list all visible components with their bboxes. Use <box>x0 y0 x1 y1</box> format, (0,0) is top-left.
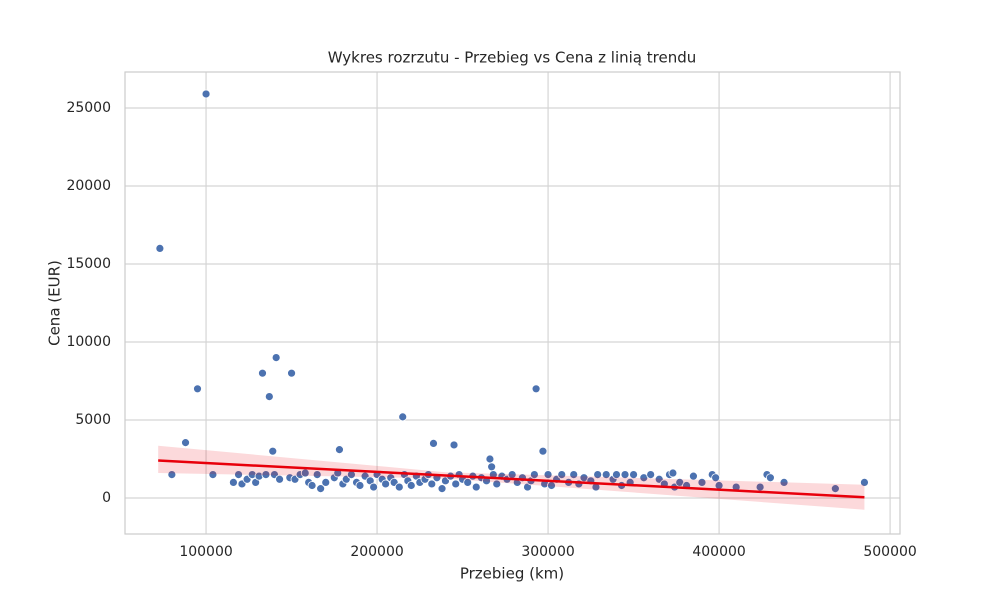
point <box>697 477 707 487</box>
trend-line <box>158 459 865 499</box>
point <box>229 477 238 487</box>
point <box>275 474 284 484</box>
y-tick-label: 15000 <box>66 256 111 272</box>
point <box>437 484 447 494</box>
point <box>427 479 437 489</box>
point <box>369 482 379 492</box>
point <box>208 470 218 479</box>
point <box>355 481 365 490</box>
point <box>167 470 177 479</box>
point <box>830 484 840 494</box>
point <box>258 368 267 378</box>
point <box>765 473 775 483</box>
y-tick-label: 5000 <box>75 412 111 428</box>
plot-frame <box>124 71 901 535</box>
point <box>449 440 459 450</box>
x-tick-label: 400000 <box>692 544 745 560</box>
point <box>451 479 461 489</box>
x-axis-label: Przebieg (km) <box>460 565 564 583</box>
point <box>593 470 603 479</box>
point <box>193 384 202 394</box>
y-tick-label: 10000 <box>66 334 111 350</box>
point <box>264 392 274 401</box>
point <box>155 244 165 253</box>
point <box>557 470 567 479</box>
point <box>629 470 638 479</box>
x-tick-label: 500000 <box>863 544 916 560</box>
point <box>312 470 322 479</box>
point <box>181 438 190 448</box>
point <box>485 454 495 464</box>
point <box>569 470 579 479</box>
point <box>381 479 391 489</box>
point <box>394 482 404 492</box>
point <box>234 470 243 479</box>
point <box>429 438 438 448</box>
point <box>531 384 541 394</box>
point <box>261 470 271 479</box>
point <box>779 477 789 487</box>
x-tick-label: 300000 <box>521 544 574 560</box>
point <box>529 470 539 479</box>
point <box>307 481 317 490</box>
point <box>492 479 502 489</box>
point <box>471 482 481 492</box>
point <box>201 89 211 99</box>
point <box>543 470 553 479</box>
x-tick-label: 200000 <box>350 544 403 560</box>
point <box>321 477 331 487</box>
point <box>463 477 473 487</box>
y-tick-label: 20000 <box>66 178 111 194</box>
point <box>335 445 344 455</box>
point <box>646 470 656 479</box>
point <box>711 473 721 483</box>
point <box>406 481 416 490</box>
point <box>689 471 698 481</box>
y-tick-label: 0 <box>102 490 111 506</box>
point <box>668 468 678 478</box>
point <box>612 470 621 479</box>
point <box>860 477 869 487</box>
point <box>287 368 296 378</box>
x-tick-label: 100000 <box>179 544 232 560</box>
y-axis-label: Cena (EUR) <box>46 260 64 346</box>
point <box>601 470 611 479</box>
point <box>398 412 408 422</box>
point <box>620 470 630 479</box>
point <box>487 462 497 472</box>
point <box>316 484 326 494</box>
point <box>271 353 281 362</box>
y-tick-label: 25000 <box>66 100 111 116</box>
point <box>268 446 278 456</box>
point <box>538 446 548 456</box>
chart-title: Wykres rozrzutu - Przebieg vs Cena z lin… <box>328 49 697 67</box>
